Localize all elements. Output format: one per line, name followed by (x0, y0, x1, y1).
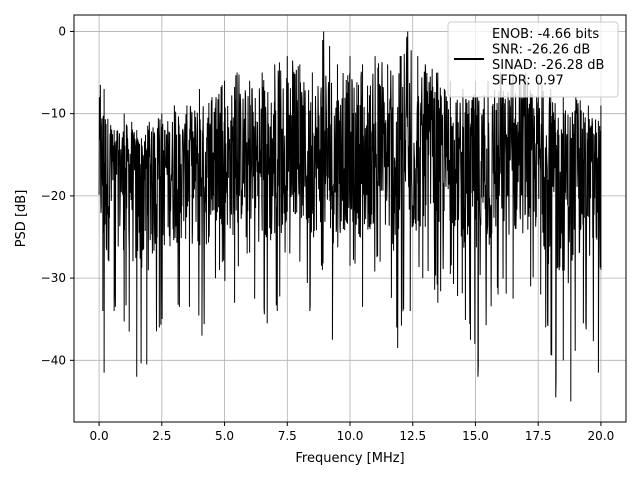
x-axis-label: Frequency [MHz] (295, 451, 404, 466)
legend-box (447, 21, 619, 98)
y-tick-label: −30 (41, 271, 66, 285)
y-tick-label: −20 (41, 189, 66, 203)
legend-entry: ENOB: -4.66 bits SNR: -26.26 dB SINAD: -26… (492, 27, 604, 89)
plot-area (98, 31, 602, 402)
x-tick-label: 20.0 (588, 429, 615, 443)
x-tick-label: 5.0 (215, 429, 234, 443)
x-tick-label: 10.0 (337, 429, 364, 443)
y-tick-label: −40 (41, 353, 66, 367)
legend: ENOB: -4.66 bits SNR: -26.26 dB SINAD: -26… (447, 21, 619, 98)
x-tick-label: 2.5 (152, 429, 171, 443)
psd-series-line (98, 31, 602, 402)
y-axis-label: PSD [dB] (14, 190, 29, 248)
y-axis: 0 −10 −20 −30 −40 (41, 24, 74, 367)
x-tick-label: 12.5 (399, 429, 426, 443)
x-tick-label: 15.0 (462, 429, 489, 443)
x-tick-label: 17.5 (525, 429, 552, 443)
x-tick-label: 0.0 (90, 429, 109, 443)
y-tick-label: −10 (41, 107, 66, 121)
x-axis: 0.0 2.5 5.0 7.5 10.0 12.5 15.0 17.5 20.0 (90, 422, 615, 443)
x-tick-label: 7.5 (278, 429, 297, 443)
y-tick-label: 0 (58, 24, 66, 38)
